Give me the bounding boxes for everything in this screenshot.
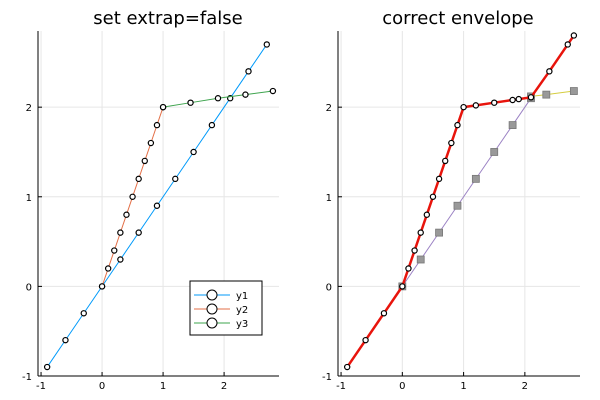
data-point: [43, 363, 51, 371]
data-point: [190, 148, 197, 156]
x-tick-label: -1: [36, 381, 46, 392]
data-point: [135, 229, 142, 236]
data-point: [454, 121, 461, 129]
data-point: [80, 310, 87, 317]
x-tick-label: 0: [99, 381, 105, 392]
y-tick-label: 1: [326, 193, 332, 204]
data-point: [471, 174, 480, 183]
data-point: [411, 247, 418, 254]
data-point: [187, 99, 194, 106]
x-tick-label: 1: [460, 381, 466, 392]
data-point: [208, 121, 216, 129]
legend-box: [189, 280, 263, 336]
y-tick-label: 2: [326, 103, 332, 114]
data-point: [62, 336, 69, 344]
data-point: [515, 95, 522, 103]
chart-title: correct envelope: [382, 8, 533, 29]
x-tick-label: 2: [221, 381, 227, 392]
series-line: [346, 34, 575, 368]
y-tick-label: -1: [322, 372, 332, 383]
data-point: [242, 91, 249, 98]
data-point: [405, 265, 412, 272]
y-tick-label: 0: [26, 282, 32, 293]
data-point: [117, 229, 124, 236]
data-point: [542, 90, 551, 99]
y-tick-label: 2: [26, 103, 32, 114]
data-point: [214, 95, 222, 102]
data-point: [435, 175, 443, 183]
legend-marker: [206, 317, 218, 329]
data-point: [343, 363, 351, 371]
data-point: [153, 202, 161, 209]
legend-label: y3: [236, 319, 248, 330]
legend-label: y2: [236, 305, 248, 316]
data-point: [416, 255, 425, 264]
data-point: [442, 157, 449, 165]
left-subplot: set extrap=false -1 0 1 2 -1 0 1 2 y1 y2 y3: [22, 8, 279, 392]
data-point: [460, 103, 467, 111]
x-tick-label: -1: [336, 381, 346, 392]
data-point: [159, 103, 167, 111]
y-tick-label: 0: [326, 282, 332, 293]
data-point: [435, 228, 443, 237]
data-point: [147, 139, 155, 147]
data-point: [263, 41, 270, 48]
data-point: [453, 201, 462, 210]
data-point: [564, 41, 571, 48]
data-point: [111, 247, 118, 254]
data-point: [135, 175, 142, 183]
data-point: [129, 193, 136, 200]
legend-label: y1: [236, 291, 248, 302]
data-point: [490, 148, 499, 156]
x-tick-label: 0: [399, 381, 405, 392]
y-tick-label: -1: [22, 372, 32, 383]
right-subplot: correct envelope -1 0 1 2 -1 0 1 2: [322, 8, 580, 392]
data-point: [448, 139, 455, 147]
data-point: [509, 96, 516, 104]
data-point: [172, 175, 179, 183]
data-point: [570, 32, 578, 39]
data-point: [362, 336, 369, 344]
data-point: [245, 68, 252, 75]
legend-marker: [206, 289, 218, 301]
legend-marker: [206, 303, 218, 315]
data-point: [417, 229, 424, 236]
chart-title: set extrap=false: [93, 8, 242, 29]
data-point: [141, 157, 148, 165]
data-point: [153, 121, 161, 129]
data-point: [423, 211, 431, 218]
data-point: [123, 211, 130, 218]
data-point: [98, 283, 106, 290]
series-line: [401, 97, 532, 287]
data-point: [380, 310, 388, 317]
data-point: [527, 94, 535, 101]
y-tick-label: 1: [26, 193, 32, 204]
data-point: [399, 283, 406, 290]
data-point: [104, 265, 112, 272]
data-point: [117, 256, 124, 263]
x-tick-label: 2: [522, 381, 528, 392]
data-point: [429, 193, 437, 200]
data-point: [569, 87, 578, 95]
data-point: [472, 102, 480, 109]
x-tick-label: 1: [160, 381, 166, 392]
data-point: [508, 121, 517, 129]
data-point: [269, 87, 277, 95]
data-point: [491, 99, 498, 106]
data-point: [546, 68, 553, 75]
